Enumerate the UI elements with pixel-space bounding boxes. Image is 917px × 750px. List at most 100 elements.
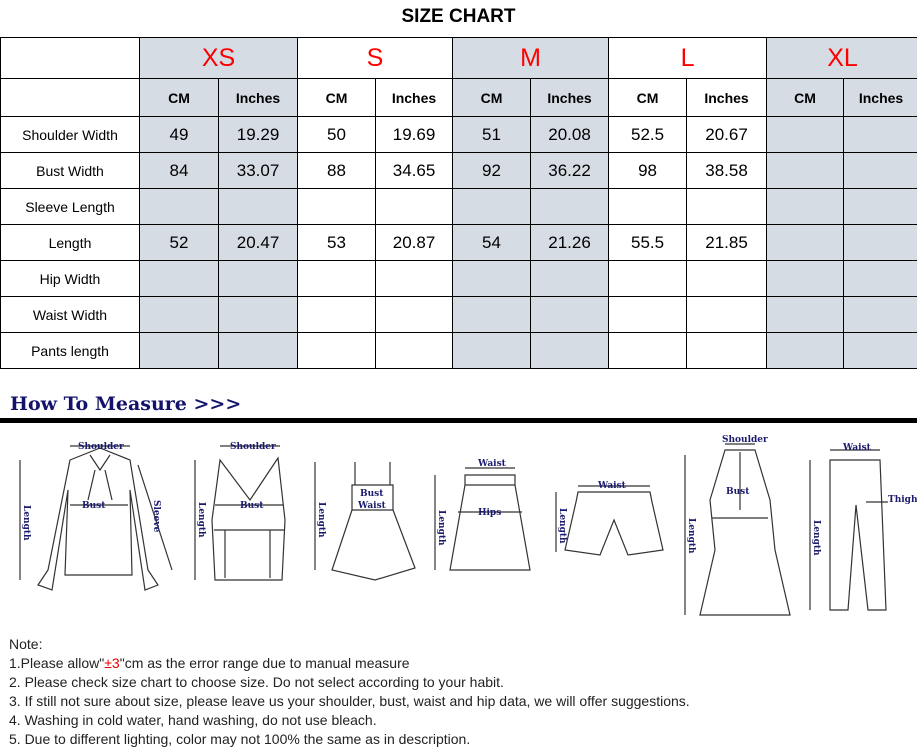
table-cell — [530, 332, 610, 369]
table-cell — [686, 188, 768, 225]
table-cell — [452, 260, 532, 297]
table-cell: 51 — [452, 116, 532, 153]
table-cell: 54 — [452, 224, 532, 261]
table-cell — [843, 188, 917, 225]
table-cell — [766, 116, 845, 153]
table-cell — [843, 152, 917, 189]
table-cell: 20.47 — [217, 224, 299, 261]
table-cell: 53 — [297, 224, 377, 261]
table-cell: 50 — [297, 116, 377, 153]
measurement-label: Waist — [357, 501, 387, 511]
table-cell — [843, 116, 917, 153]
table-cell — [297, 296, 377, 333]
measurement-label: Length — [196, 502, 206, 538]
row-label: Waist Width — [0, 296, 140, 333]
table-row: Sleeve Length — [0, 188, 917, 225]
row-label: Shoulder Width — [0, 116, 140, 153]
measurement-label: Length — [811, 520, 821, 556]
note-3: 3. If still not sure about size, please … — [9, 693, 690, 709]
table-cell — [452, 188, 532, 225]
table-cell — [217, 260, 299, 297]
table-cell: 36.22 — [530, 152, 610, 189]
unit-header: CM — [452, 78, 532, 117]
table-cell — [843, 296, 917, 333]
table-cell — [139, 260, 219, 297]
note-4: 4. Washing in cold water, hand washing, … — [9, 712, 377, 728]
measurement-label: Length — [557, 508, 567, 544]
measurement-label: Shoulder — [78, 442, 124, 452]
note-2: 2. Please check size chart to choose siz… — [9, 674, 504, 690]
row-label: Length — [0, 224, 140, 261]
divider — [0, 418, 917, 423]
table-cell — [686, 332, 768, 369]
size-header: XS — [138, 37, 299, 79]
table-cell — [608, 332, 688, 369]
measurement-label: Length — [21, 505, 31, 541]
dress-figure: Bust Waist Length — [314, 462, 416, 581]
table-cell: 52.5 — [608, 116, 688, 153]
table-cell: 20.87 — [375, 224, 454, 261]
size-header: XL — [766, 37, 917, 79]
unit-header: Inches — [530, 78, 610, 117]
table-cell: 20.08 — [530, 116, 610, 153]
unit-header: CM — [139, 78, 219, 117]
row-label: Bust Width — [0, 152, 140, 189]
table-cell — [297, 332, 377, 369]
table-cell: 19.29 — [217, 116, 299, 153]
table-cell: 52 — [139, 224, 219, 261]
coat-figure: Shoulder Bust Length — [684, 435, 791, 616]
table-cell — [843, 224, 917, 261]
measurement-label: Length — [686, 518, 696, 554]
table-cell — [375, 332, 454, 369]
table-cell: 55.5 — [608, 224, 688, 261]
unit-header: Inches — [217, 78, 299, 117]
table-cell — [843, 260, 917, 297]
table-cell — [608, 188, 688, 225]
table-cell — [686, 296, 768, 333]
unit-header: Inches — [686, 78, 768, 117]
table-row: Bust Width 84 33.07 88 34.65 92 36.22 98 38.58 — [0, 152, 917, 189]
unit-header: Inches — [843, 78, 917, 117]
table-row: Pants length — [0, 332, 917, 369]
measurement-label: Shoulder — [722, 435, 768, 445]
row-label: Sleeve Length — [0, 188, 140, 225]
measurement-label: Shoulder — [230, 442, 276, 452]
table-cell — [843, 332, 917, 369]
measurement-label: Bust — [82, 501, 106, 511]
table-row: Length 52 20.47 53 20.87 54 21.26 55.5 21.85 — [0, 224, 917, 261]
table-cell: 92 — [452, 152, 532, 189]
size-chart-table: XS S M L XL CM Inches CM Inches CM Inches CM Inches C… — [0, 37, 917, 369]
how-to-measure-heading: How To Measure >>> — [10, 393, 242, 415]
row-label: Pants length — [0, 332, 140, 369]
table-cell — [217, 296, 299, 333]
table-row: Shoulder Width 49 19.29 50 19.69 51 20.08 52.5 2… — [0, 116, 917, 153]
table-row: Hip Width — [0, 260, 917, 297]
corner-cell — [0, 37, 140, 79]
measurement-label: Thigh — [888, 495, 917, 505]
table-cell: 21.26 — [530, 224, 610, 261]
table-cell: 38.58 — [686, 152, 768, 189]
table-cell — [766, 152, 845, 189]
measurement-label: Length — [436, 510, 446, 546]
notes: Note: 1.Please allow"±3"cm as the error … — [9, 635, 690, 749]
measurement-label: Bust — [360, 489, 384, 499]
measurement-label: Waist — [842, 443, 872, 453]
size-header: L — [608, 37, 768, 79]
measurement-label: Bust — [240, 501, 264, 511]
notes-heading: Note: — [9, 636, 43, 652]
table-cell — [608, 260, 688, 297]
table-cell — [530, 260, 610, 297]
measurement-illustrations: Shoulder Bust Sleeve Length Shoulder Bus… — [19, 435, 917, 616]
table-cell — [530, 296, 610, 333]
table-cell — [608, 296, 688, 333]
table-cell — [375, 188, 454, 225]
row-label: Hip Width — [0, 260, 140, 297]
table-cell — [452, 332, 532, 369]
table-cell: 19.69 — [375, 116, 454, 153]
page-title: SIZE CHART — [401, 6, 516, 27]
pants-figure: Waist Thigh Length — [809, 443, 917, 611]
table-cell — [297, 188, 377, 225]
table-cell: 88 — [297, 152, 377, 189]
table-cell — [766, 296, 845, 333]
measurement-label: Waist — [477, 459, 507, 469]
